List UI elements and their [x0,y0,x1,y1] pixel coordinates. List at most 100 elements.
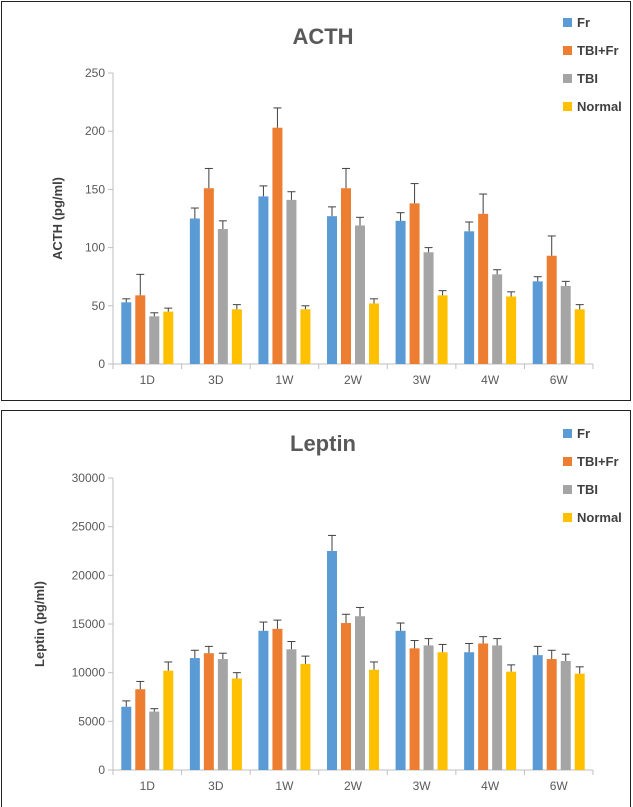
leptin-legend-label: Normal [577,510,622,525]
leptin-bar-fr [258,630,269,770]
leptin-legend-label: TBI [577,482,598,497]
leptin-bar-tbi-fr [409,648,420,770]
leptin-bar-normal [437,652,448,770]
acth-bar-normal [574,309,585,364]
leptin-bar-fr [327,551,337,770]
acth-y-tick-label: 200 [85,124,105,138]
acth-legend-label: Normal [577,99,622,114]
leptin-x-tick-label: 2W [344,779,363,793]
acth-y-tick-label: 0 [98,357,105,371]
acth-bar-fr [258,196,269,364]
leptin-bar-fr [121,706,132,770]
acth-y-tick-label: 100 [85,241,105,255]
leptin-bar-tbi [217,659,228,770]
acth-x-tick-label: 1W [275,373,294,387]
acth-bar-tbi [492,274,503,364]
acth-y-tick-label: 250 [85,66,105,80]
acth-bar-normal [300,309,311,364]
acth-bar-tbi-fr [135,295,146,364]
leptin-y-tick-label: 20000 [72,568,106,582]
acth-x-tick-label: 4W [481,373,500,387]
acth-bar-fr [395,220,406,364]
acth-bar-normal [506,296,517,364]
leptin-chart-title: Leptin [290,431,356,456]
acth-bar-fr [327,216,337,364]
leptin-bar-tbi-fr [135,689,146,770]
leptin-bar-tbi [560,660,571,770]
acth-legend-swatch [563,74,572,83]
leptin-y-tick-label: 30000 [72,471,106,485]
leptin-bar-tbi-fr [546,659,557,770]
acth-bar-tbi-fr [409,203,420,364]
leptin-legend-label: Fr [577,426,590,441]
leptin-bar-tbi [423,645,434,770]
leptin-bar-tbi [355,616,365,770]
acth-x-tick-label: 3D [208,373,224,387]
acth-legend-label: TBI [577,71,598,86]
leptin-bar-normal [163,670,174,770]
leptin-x-tick-label: 4W [481,779,500,793]
acth-bar-tbi-fr [478,213,489,364]
acth-bar-normal [231,309,242,364]
leptin-bar-tbi [286,649,297,770]
leptin-bar-normal [231,678,242,770]
acth-legend-swatch [563,102,572,111]
leptin-x-tick-label: 1D [140,779,156,793]
acth-bar-tbi [560,286,571,364]
leptin-chart: Leptin 0 5000 10000 15000 20000 25000 30000 1D 3D… [32,426,622,793]
acth-chart-title: ACTH [292,24,353,49]
acth-bar-tbi [286,199,297,364]
acth-bar-tbi-fr [546,255,557,364]
acth-bar-tbi-fr [203,188,214,364]
acth-x-tick-label: 3W [413,373,432,387]
acth-x-tick-label: 2W [344,373,363,387]
leptin-x-tick-label: 3W [413,779,432,793]
acth-bar-fr [464,231,475,364]
leptin-bar-fr [395,630,406,770]
leptin-chart-panel: Leptin 0 5000 10000 15000 20000 25000 30000 1D 3D… [1,410,631,807]
acth-chart: ACTH 0 50 100 150 200 250 1D 3D 1W 2W 3W 4W 6W ACTH (p… [50,15,622,387]
leptin-bar-tbi-fr [203,653,214,770]
acth-x-tick-label: 6W [550,373,569,387]
leptin-bar-fr [464,652,475,770]
leptin-bar-tbi-fr [341,623,351,770]
leptin-y-tick-label: 15000 [72,617,106,631]
acth-y-axis-label: ACTH (pg/ml) [50,177,65,260]
acth-y-tick-label: 150 [85,182,105,196]
leptin-bar-normal [369,669,379,770]
acth-bar-tbi-fr [272,127,283,364]
leptin-x-tick-label: 1W [275,779,294,793]
leptin-bar-fr [189,658,200,770]
acth-bar-tbi-fr [341,188,351,364]
acth-bar-normal [369,303,379,364]
acth-bar-fr [532,281,543,364]
leptin-y-tick-label: 10000 [72,666,106,680]
leptin-y-tick-label: 0 [98,763,105,777]
acth-x-tick-label: 1D [140,373,156,387]
leptin-y-tick-label: 5000 [78,714,105,728]
acth-legend-label: TBI+Fr [577,43,619,58]
acth-y-tick-label: 50 [92,299,106,313]
leptin-legend-swatch [563,429,572,438]
acth-bar-fr [121,302,132,364]
leptin-y-axis-label: Leptin (pg/ml) [32,581,47,667]
acth-legend-swatch [563,46,572,55]
acth-bar-normal [163,311,174,364]
acth-chart-panel: ACTH 0 50 100 150 200 250 1D 3D 1W 2W 3W 4W 6W ACTH (p… [1,1,631,401]
leptin-bar-tbi [149,711,160,770]
leptin-bar-tbi-fr [272,628,283,770]
leptin-bar-normal [300,663,311,770]
leptin-legend-swatch [563,485,572,494]
acth-bar-normal [437,295,448,364]
acth-bar-tbi [423,252,434,364]
acth-legend-swatch [563,18,572,27]
leptin-legend-swatch [563,513,572,522]
acth-bar-tbi [149,316,160,364]
leptin-bar-tbi-fr [478,643,489,770]
leptin-x-tick-label: 3D [208,779,224,793]
leptin-y-tick-label: 25000 [72,520,106,534]
acth-bar-fr [189,218,200,364]
leptin-x-tick-label: 6W [550,779,569,793]
acth-bar-tbi [355,225,365,364]
leptin-bar-normal [506,671,517,770]
